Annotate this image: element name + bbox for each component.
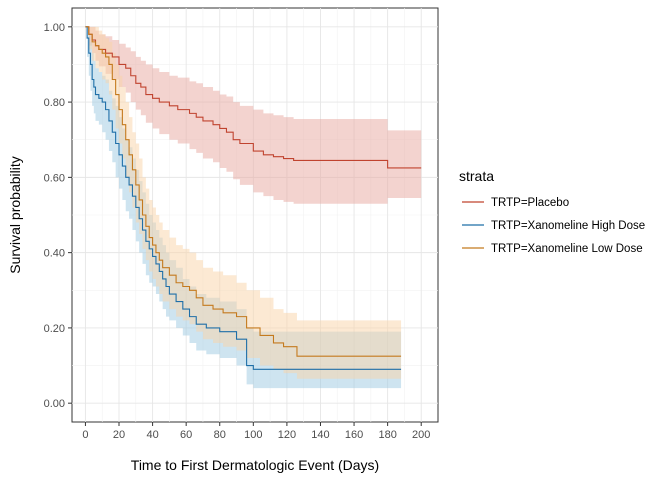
legend-label-1: TRTP=Xanomeline High Dose <box>491 220 645 232</box>
x-tick-label: 180 <box>378 429 396 441</box>
x-tick-label: 60 <box>180 429 192 441</box>
survival-curve-2 <box>85 26 402 357</box>
x-tick-label: 20 <box>113 429 125 441</box>
survival-curve-1 <box>85 26 402 370</box>
y-axis-ticks: 0.00 0.20 0.40 0.60 0.80 1.00 <box>44 22 72 410</box>
x-tick-label: 200 <box>412 429 430 441</box>
x-axis-ticks: 0 20 40 60 80 100 120 140 160 180 200 <box>82 422 430 441</box>
legend-label-0: TRTP=Placebo <box>491 197 569 209</box>
x-tick-label: 160 <box>345 429 363 441</box>
legend-label-2: TRTP=Xanomeline Low Dose <box>491 243 643 255</box>
y-axis-title: Survival probability <box>7 156 23 274</box>
legend-items: TRTP=Placebo TRTP=Xanomeline High Dose TRT… <box>462 197 645 255</box>
y-tick-label: 1.00 <box>44 22 65 34</box>
y-tick-label: 0.60 <box>44 172 65 184</box>
y-tick-label: 0.80 <box>44 97 65 109</box>
x-tick-label: 40 <box>146 429 158 441</box>
confidence-band-2 <box>85 26 402 379</box>
legend-title: strata <box>459 168 494 184</box>
survival-curves <box>85 26 422 370</box>
confidence-bands <box>85 26 422 389</box>
x-tick-label: 140 <box>311 429 329 441</box>
x-axis-title: Time to First Dermatologic Event (Days) <box>131 457 379 473</box>
legend: strata TRTP=Placebo TRTP=Xanomeline High … <box>459 168 645 255</box>
survival-curve-0 <box>85 26 422 169</box>
x-tick-label: 100 <box>244 429 262 441</box>
y-tick-label: 0.00 <box>44 398 65 410</box>
y-tick-label: 0.20 <box>44 323 65 335</box>
x-tick-label: 120 <box>278 429 296 441</box>
confidence-band-0 <box>85 26 422 204</box>
x-tick-label: 80 <box>214 429 226 441</box>
y-tick-label: 0.40 <box>44 248 65 260</box>
x-tick-label: 0 <box>82 429 88 441</box>
